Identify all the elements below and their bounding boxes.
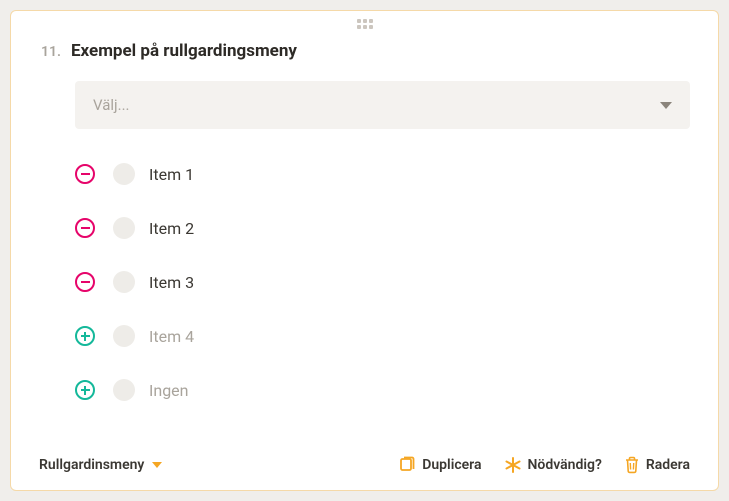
- minus-icon: [81, 281, 90, 283]
- question-number: 11.: [41, 44, 61, 60]
- question-type-selector[interactable]: Rullgardinsmeny: [39, 457, 162, 473]
- option-row: Item 4: [75, 309, 690, 363]
- plus-icon: [84, 332, 86, 341]
- footer-actions: Duplicera Nödvändig?: [398, 456, 690, 474]
- option-row: Item 1: [75, 147, 690, 201]
- option-label[interactable]: Item 4: [149, 327, 194, 346]
- trash-icon: [624, 456, 640, 474]
- options-list: Item 1 Item 2 Item 3 Item 4 Ingen: [11, 147, 718, 417]
- dropdown-placeholder: Välj...: [93, 96, 129, 114]
- asterisk-icon: [504, 456, 522, 474]
- option-row: Item 3: [75, 255, 690, 309]
- option-label[interactable]: Item 1: [149, 165, 194, 184]
- question-type-label: Rullgardinsmeny: [39, 457, 144, 473]
- delete-button[interactable]: Radera: [624, 456, 690, 474]
- delete-label: Radera: [646, 457, 690, 473]
- option-row: Ingen: [75, 363, 690, 417]
- plus-icon: [84, 386, 86, 395]
- add-option-button[interactable]: [75, 380, 95, 400]
- drag-handle-icon[interactable]: [357, 19, 373, 29]
- option-row: Item 2: [75, 201, 690, 255]
- chevron-down-icon: [660, 102, 672, 109]
- question-title[interactable]: Exempel på rullgardingsmeny: [71, 41, 297, 61]
- remove-option-button[interactable]: [75, 272, 95, 292]
- dropdown-select[interactable]: Välj...: [75, 81, 690, 129]
- option-radio[interactable]: [113, 325, 135, 347]
- option-label[interactable]: Item 3: [149, 273, 194, 292]
- minus-icon: [81, 173, 90, 175]
- option-radio[interactable]: [113, 163, 135, 185]
- remove-option-button[interactable]: [75, 218, 95, 238]
- required-label: Nödvändig?: [528, 457, 602, 473]
- duplicate-icon: [398, 456, 416, 474]
- option-label[interactable]: Ingen: [149, 381, 189, 400]
- duplicate-label: Duplicera: [422, 457, 481, 473]
- duplicate-button[interactable]: Duplicera: [398, 456, 481, 474]
- required-button[interactable]: Nödvändig?: [504, 456, 602, 474]
- remove-option-button[interactable]: [75, 164, 95, 184]
- option-radio[interactable]: [113, 217, 135, 239]
- minus-icon: [81, 227, 90, 229]
- card-footer: Rullgardinsmeny Duplicera: [11, 442, 718, 490]
- option-radio[interactable]: [113, 379, 135, 401]
- question-card: 11. Exempel på rullgardingsmeny Välj... …: [10, 10, 719, 491]
- option-radio[interactable]: [113, 271, 135, 293]
- add-option-button[interactable]: [75, 326, 95, 346]
- option-label[interactable]: Item 2: [149, 219, 194, 238]
- chevron-down-icon: [152, 462, 162, 468]
